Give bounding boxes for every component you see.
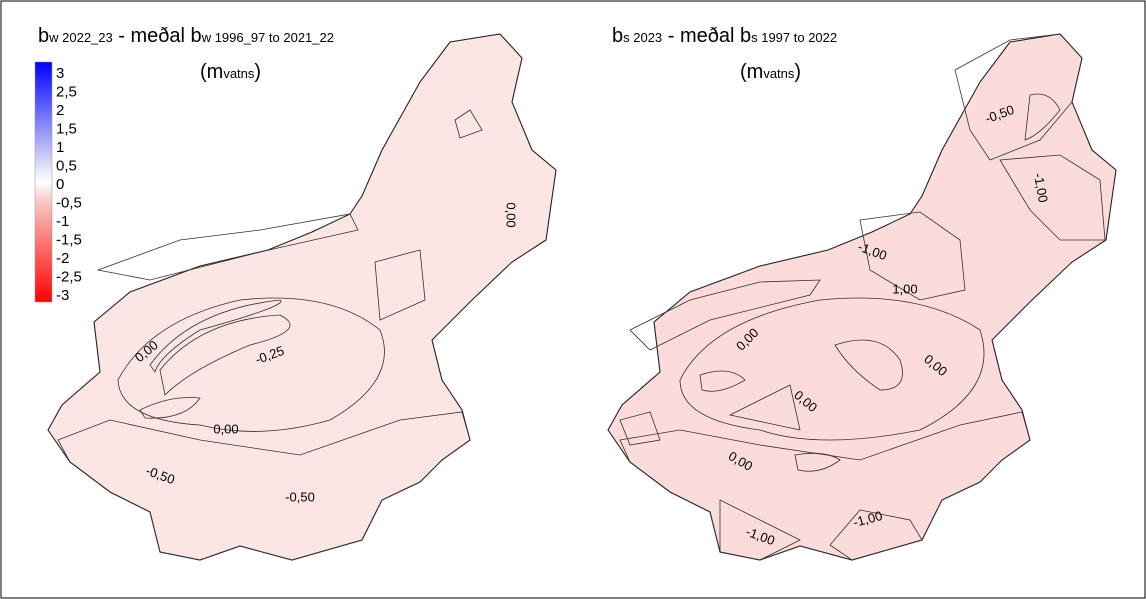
title-part: w 1996_97 to 2021_22 (201, 30, 334, 45)
contour-label: -1,00 (851, 508, 884, 530)
texts: bw 2022_23 - meðal bw 1996_97 to 2021_22… (38, 25, 1051, 548)
title-part: s 1997 to 2022 (751, 30, 837, 45)
title-part: - meðal b (113, 25, 202, 47)
legend-label: 2,5 (56, 84, 77, 101)
map-unit: (mvatns) (740, 61, 801, 83)
unit-part: (m (200, 61, 223, 83)
right-map (607, 33, 1117, 561)
legend-label: 1 (56, 139, 64, 156)
legend-label: 2 (56, 102, 64, 119)
unit-part: vatns (223, 66, 255, 81)
title-part: w 2022_23 (48, 30, 113, 45)
unit-part: ) (254, 61, 261, 83)
map-unit: (mvatns) (200, 61, 261, 83)
map-title: bs 2023 - meðal bs 1997 to 2022 (612, 25, 837, 47)
contour-label: 0,00 (213, 421, 238, 436)
legend-label: -3 (56, 287, 69, 304)
left-map (47, 33, 557, 561)
legend-label: 3 (56, 65, 64, 82)
legend-label: 1,5 (56, 121, 77, 138)
title-part: b (612, 25, 623, 47)
contour-label: -0,50 (285, 489, 315, 504)
legend (34, 61, 53, 303)
legend-label: -2,5 (56, 269, 82, 286)
legend-label: -1 (56, 213, 69, 230)
contour-label: 0,00 (504, 202, 519, 227)
map-title: bw 2022_23 - meðal bw 1996_97 to 2021_22 (38, 25, 334, 47)
contour-label: 1,00 (892, 281, 917, 296)
unit-part: vatns (763, 66, 795, 81)
contour-label: -1,00 (1031, 172, 1051, 204)
legend-label: 0,5 (56, 158, 77, 175)
legend-label: -2 (56, 250, 69, 267)
title-part: b (38, 25, 49, 47)
unit-part: ) (794, 61, 801, 83)
legend-label: 0 (56, 176, 64, 193)
title-part: - meðal b (662, 25, 751, 47)
unit-part: (m (740, 61, 763, 83)
legend-label: -1,5 (56, 232, 82, 249)
title-part: s 2023 (623, 30, 662, 45)
legend-colorbar (34, 61, 53, 303)
legend-label: -0,5 (56, 195, 82, 212)
